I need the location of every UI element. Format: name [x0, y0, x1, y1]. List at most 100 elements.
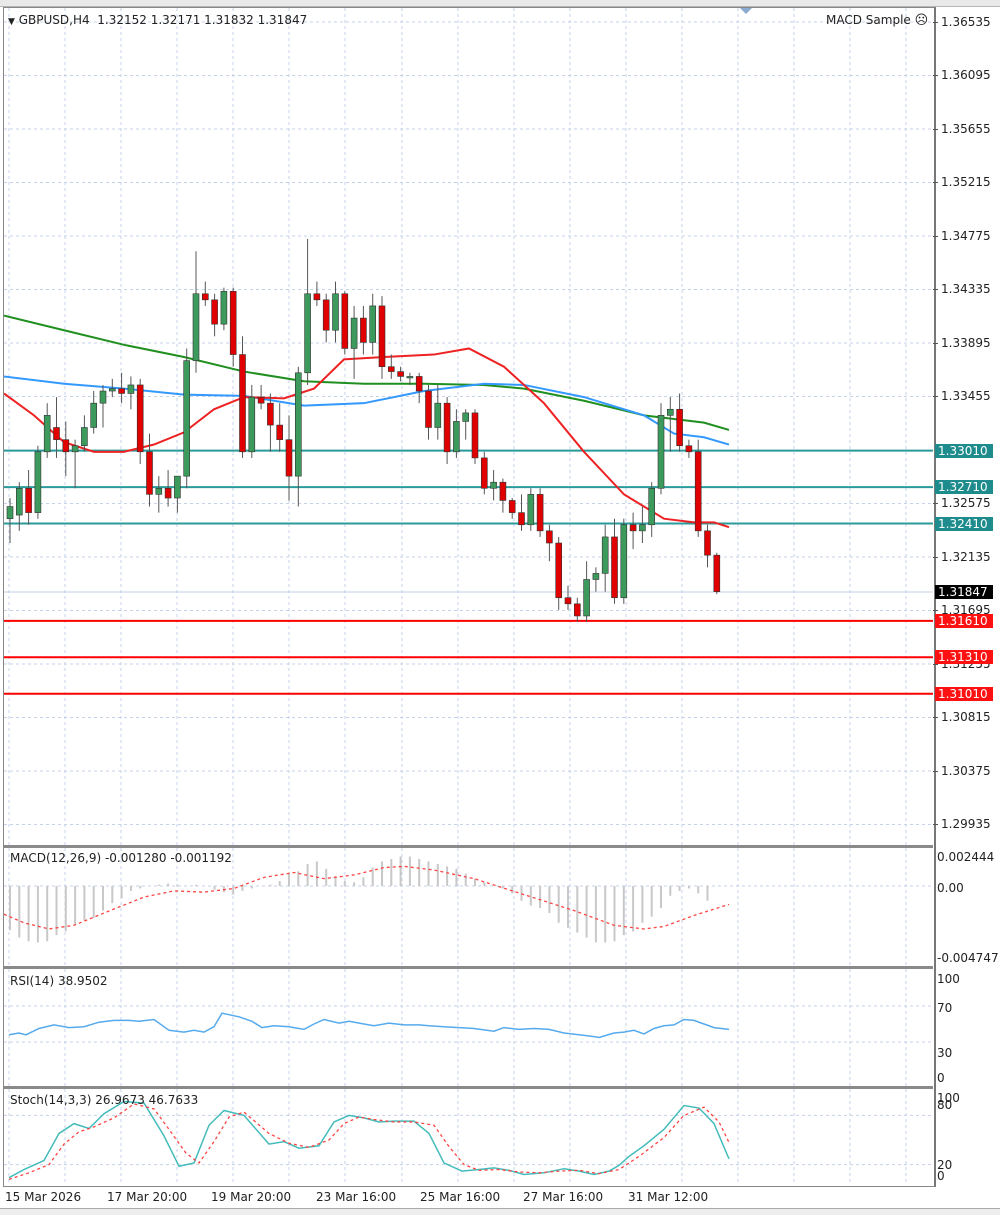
- candle: [174, 475, 181, 499]
- price-scale-label: 1.36535: [941, 15, 991, 29]
- candle: [99, 390, 107, 404]
- candle: [573, 603, 581, 617]
- candle: [666, 408, 674, 416]
- candle: [685, 445, 693, 453]
- candle: [127, 384, 135, 394]
- candle: [341, 293, 349, 349]
- price-scale-label: 1.34775: [941, 228, 991, 243]
- indicator-scale-label: 30: [937, 1046, 953, 1060]
- price-scale-label: 1.33895: [941, 335, 991, 350]
- price-scale-label: 1.33455: [941, 389, 991, 404]
- pane-divider[interactable]: [4, 845, 933, 848]
- indicator-scale-label: 20: [937, 1158, 953, 1172]
- price-scale-label: 1.34335: [941, 282, 991, 297]
- candle: [257, 396, 265, 404]
- candle: [546, 530, 553, 544]
- candle: [183, 360, 190, 477]
- price-scale-label: 1.30815: [941, 710, 991, 725]
- candle: [518, 512, 525, 526]
- shift-marker-icon[interactable]: [740, 8, 752, 14]
- candle: [704, 530, 711, 556]
- time-axis-label: 23 Mar 16:00: [316, 1190, 397, 1204]
- candle: [527, 494, 535, 526]
- candle: [53, 427, 60, 440]
- candle: [164, 487, 172, 499]
- candle: [713, 554, 721, 592]
- indicator-scale-label: 100: [937, 972, 960, 986]
- candle: [285, 439, 293, 477]
- candle: [657, 415, 665, 489]
- candle: [62, 439, 70, 453]
- candle: [90, 402, 97, 428]
- indicator-scale-label: 0.002444: [937, 850, 995, 864]
- candle: [471, 412, 479, 459]
- candle: [620, 524, 628, 599]
- candle: [583, 579, 590, 617]
- support-price-tag: 1.31310: [935, 650, 993, 665]
- candle: [443, 402, 451, 453]
- candle: [136, 384, 144, 453]
- candle: [118, 388, 125, 394]
- macd-canvas: [4, 848, 933, 966]
- candle: [499, 481, 507, 501]
- stoch-pane[interactable]: Stoch(14,3,3) 26.9673 46.7633: [4, 1089, 933, 1185]
- candle: [536, 494, 544, 532]
- candle: [81, 427, 88, 447]
- ohlc-values: 1.32152 1.32171 1.31832 1.31847: [97, 13, 308, 27]
- price-scale-label: 1.29935: [941, 817, 991, 832]
- price-scale-label: 1.30375: [941, 763, 991, 778]
- candle: [555, 542, 563, 599]
- resistance-price-tag: 1.33010: [935, 443, 993, 458]
- macd-pane[interactable]: MACD(12,26,9) -0.001280 -0.001192: [4, 848, 933, 966]
- indicator-scale-label: 0: [937, 1071, 945, 1085]
- time-axis-label: 27 Mar 16:00: [523, 1190, 604, 1204]
- candle: [369, 305, 377, 343]
- candle: [109, 388, 116, 392]
- candle: [397, 371, 404, 377]
- indicator-scale-label: 80: [937, 1098, 953, 1112]
- bottom-scroll-bar[interactable]: [0, 1208, 1000, 1215]
- candle: [629, 524, 637, 532]
- candle: [415, 376, 423, 392]
- candle: [332, 293, 339, 331]
- rsi-pane[interactable]: RSI(14) 38.9502: [4, 969, 933, 1086]
- candle: [676, 408, 683, 447]
- pane-divider[interactable]: [4, 1086, 933, 1089]
- candle: [202, 293, 209, 301]
- time-axis-label: 25 Mar 16:00: [420, 1190, 501, 1204]
- pane-divider[interactable]: [4, 966, 933, 969]
- candle: [601, 536, 609, 574]
- expert-advisor-label[interactable]: MACD Sample ☹: [826, 13, 929, 28]
- candle: [43, 415, 51, 453]
- resistance-price-tag: 1.32410: [935, 516, 993, 531]
- candle: [322, 299, 330, 331]
- candle: [304, 293, 311, 374]
- rsi-label: RSI(14) 38.9502: [10, 974, 108, 988]
- indicator-scale-label: 0: [937, 1169, 945, 1183]
- collapse-triangle-icon[interactable]: ▼: [8, 17, 15, 27]
- stoch-canvas: [4, 1089, 933, 1185]
- price-scale-label: 1.35215: [941, 175, 991, 190]
- candle: [220, 291, 228, 325]
- symbol-header[interactable]: ▼ GBPUSD,H4 1.32152 1.32171 1.31832 1.31…: [8, 13, 308, 27]
- candle: [239, 354, 246, 453]
- candle: [25, 487, 32, 513]
- candle: [434, 402, 442, 428]
- price-scale-label: 1.35655: [941, 121, 991, 136]
- candle: [294, 372, 302, 477]
- candle: [313, 293, 321, 301]
- price-pane[interactable]: ▼ GBPUSD,H4 1.32152 1.32171 1.31832 1.31…: [4, 8, 933, 845]
- rsi-canvas: [4, 969, 933, 1086]
- candle: [592, 573, 600, 580]
- candle: [34, 451, 42, 513]
- support-price-tag: 1.31610: [935, 613, 993, 628]
- sad-face-icon[interactable]: ☹: [914, 13, 929, 28]
- candle: [267, 402, 274, 426]
- price-chart-canvas[interactable]: [4, 8, 933, 845]
- candle: [192, 293, 200, 361]
- candle: [508, 500, 516, 513]
- support-price-tag: 1.31010: [935, 686, 993, 701]
- price-scale-label: 1.32135: [941, 549, 991, 564]
- candle: [490, 481, 497, 489]
- candle: [425, 390, 432, 428]
